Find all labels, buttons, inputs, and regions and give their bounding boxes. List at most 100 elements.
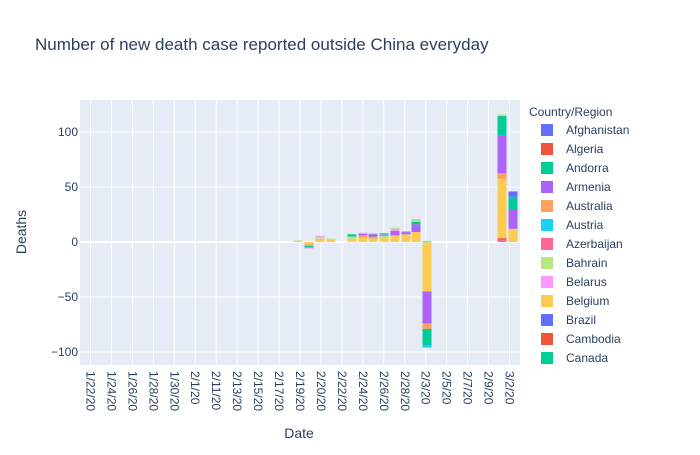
- legend-label[interactable]: Azerbaijan: [566, 237, 623, 251]
- x-tick-label: 2/11/20: [209, 371, 223, 410]
- legend-swatch[interactable]: [541, 124, 553, 136]
- bar-segment: [304, 242, 314, 245]
- bar-segment: [390, 231, 400, 236]
- bar-segment: [497, 114, 507, 117]
- y-tick-label: 100: [58, 125, 78, 139]
- legend-label[interactable]: Austria: [566, 218, 604, 232]
- x-tick-label: 2/13/20: [230, 371, 244, 411]
- bar-segment: [368, 238, 378, 242]
- bar-segment: [411, 232, 421, 242]
- bar-segment: [422, 242, 432, 245]
- legend-label[interactable]: Andorra: [566, 161, 609, 175]
- x-tick-labels: 1/22/20 1/24/20 1/26/20 1/28/20 1/30/20 2/1/2…: [83, 371, 516, 411]
- x-tick-label: 1/30/20: [167, 371, 181, 411]
- x-tick-label: 2/22/20: [335, 371, 349, 411]
- legend-label[interactable]: Bahrain: [566, 256, 607, 270]
- legend-swatch[interactable]: [541, 352, 553, 364]
- bar-segment: [368, 233, 378, 235]
- bar-segment: [497, 135, 507, 174]
- bar-segment: [358, 232, 368, 234]
- x-tick-label: 2/15/20: [251, 371, 265, 411]
- bar-segment: [347, 238, 357, 242]
- legend-swatch[interactable]: [541, 257, 553, 269]
- legend-swatch[interactable]: [541, 219, 553, 231]
- legend-swatch[interactable]: [541, 181, 553, 193]
- bar-segment: [422, 323, 432, 329]
- bar-segment: [411, 224, 421, 233]
- bar-segment: [347, 234, 357, 237]
- legend-label[interactable]: Afghanistan: [566, 123, 629, 137]
- bar-segment: [368, 234, 378, 237]
- bar-segment: [497, 239, 507, 242]
- x-tick-label: 2/20/20: [314, 371, 328, 411]
- x-tick-label: 2/1/20: [188, 371, 202, 405]
- legend-swatch[interactable]: [541, 200, 553, 212]
- y-tick-label: −50: [58, 290, 79, 304]
- legend-swatch[interactable]: [541, 143, 553, 155]
- bar-segment: [347, 236, 357, 239]
- x-tick-label: 2/5/20: [440, 371, 454, 405]
- bar-segment: [401, 231, 411, 233]
- x-tick-label: 2/17/20: [272, 371, 286, 411]
- x-tick-label: 3/2/20: [503, 371, 517, 405]
- bar-segment: [293, 240, 303, 242]
- bar-segment: [508, 191, 518, 197]
- bar-segment: [368, 236, 378, 239]
- bar-segment: [379, 233, 389, 235]
- legend-label[interactable]: Algeria: [566, 142, 604, 156]
- x-tick-label: 2/26/20: [377, 371, 391, 411]
- x-tick-label: 1/24/20: [104, 371, 118, 411]
- x-tick-label: 1/26/20: [125, 371, 139, 411]
- bar-segment: [422, 291, 432, 324]
- bar-segment: [390, 227, 400, 229]
- legend-label[interactable]: Canada: [566, 351, 608, 365]
- bar-segment: [508, 209, 518, 229]
- legend-label[interactable]: Belgium: [566, 294, 609, 308]
- legend-label[interactable]: Brazil: [566, 313, 596, 327]
- legend-swatch[interactable]: [541, 276, 553, 288]
- bar-segment: [497, 116, 507, 136]
- y-tick-label: −100: [51, 345, 78, 359]
- legend-swatch[interactable]: [541, 238, 553, 250]
- bar-segment: [315, 237, 325, 239]
- legend-label[interactable]: Armenia: [566, 180, 611, 194]
- legend-swatch[interactable]: [541, 333, 553, 345]
- bar-segment: [379, 238, 389, 242]
- bar-segment: [497, 173, 507, 179]
- bar-segment: [326, 239, 336, 242]
- legend: Country/Region Afghanistan Algeria Andorra…: [529, 105, 629, 365]
- bar-segment: [304, 244, 314, 246]
- bar-segment: [304, 247, 314, 249]
- legend-swatch[interactable]: [541, 162, 553, 174]
- x-tick-label: 2/9/20: [482, 371, 496, 405]
- bar-segment: [411, 221, 421, 225]
- bar-segment: [401, 234, 411, 242]
- bar-segment: [401, 232, 411, 235]
- x-tick-label: 2/3/20: [419, 371, 433, 405]
- bar-segment: [422, 345, 432, 348]
- x-tick-label: 2/24/20: [356, 371, 370, 411]
- bar-segment: [315, 238, 325, 242]
- x-tick-label: 1/28/20: [146, 371, 160, 411]
- legend-items: Afghanistan Algeria Andorra Armenia Australi…: [541, 123, 629, 365]
- y-tick-labels: −100 −50 0 50 100: [51, 125, 78, 359]
- bar-segment: [326, 238, 336, 240]
- bar-segment: [422, 244, 432, 292]
- bar-segment: [315, 235, 325, 238]
- legend-label[interactable]: Cambodia: [566, 332, 621, 346]
- legend-title: Country/Region: [529, 105, 612, 119]
- bar-segment: [358, 233, 368, 236]
- bar-segment: [411, 218, 421, 220]
- bar-segment: [508, 228, 518, 242]
- legend-swatch[interactable]: [541, 314, 553, 326]
- x-tick-label: 2/19/20: [293, 371, 307, 411]
- legend-label[interactable]: Belarus: [566, 275, 607, 289]
- legend-label[interactable]: Australia: [566, 199, 613, 213]
- y-axis-label: Deaths: [13, 210, 29, 254]
- x-tick-label: 2/28/20: [398, 371, 412, 411]
- x-axis-label: Date: [284, 425, 314, 441]
- y-tick-label: 50: [65, 180, 79, 194]
- legend-swatch[interactable]: [541, 295, 553, 307]
- bar-segment: [508, 196, 518, 209]
- bars: [293, 114, 518, 348]
